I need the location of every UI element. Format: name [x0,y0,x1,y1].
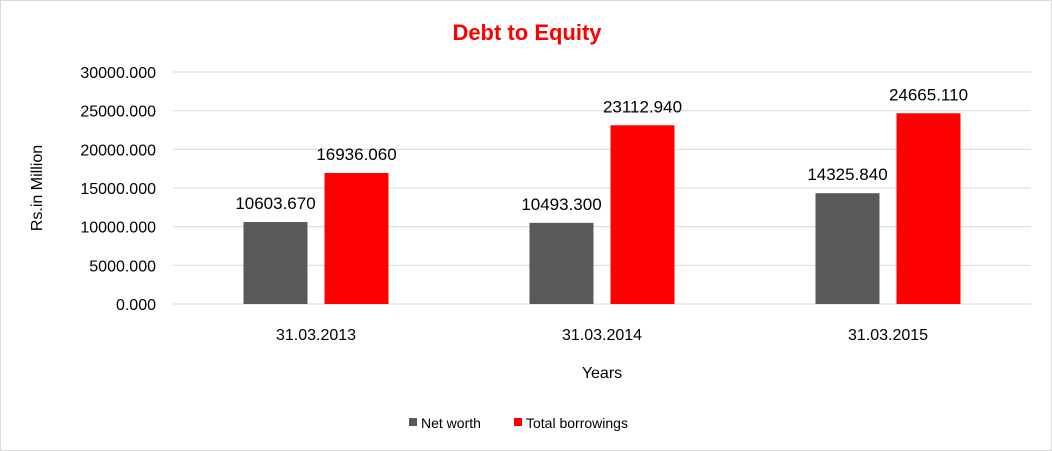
x-tick-label: 31.03.2014 [562,327,642,344]
y-tick-label: 20000.000 [80,142,156,159]
bar-net-worth [529,222,594,304]
y-tick-label: 25000.000 [80,104,156,121]
legend-label: Net worth [421,415,481,431]
legend-swatch [514,418,522,426]
x-axis-title: Years [582,365,622,382]
data-label: 23112.940 [603,97,682,116]
bar-net-worth [815,193,880,304]
y-tick-label: 30000.000 [80,65,156,82]
gridlines [173,71,1031,305]
bars: 10603.670 16936.060 10493.300 23112.940 1432… [235,85,968,304]
data-label: 14325.840 [807,165,887,184]
data-label: 10603.670 [235,194,315,213]
y-tick-label: 0.000 [116,297,156,314]
bar-net-worth [243,221,308,304]
y-tick-label: 15000.000 [80,181,156,198]
legend: Net worth Total borrowings [409,415,628,431]
bar-total-borrowings [896,113,961,304]
chart-title: Debt to Equity [452,20,602,45]
y-tick-label: 5000.000 [89,258,156,275]
y-axis-ticks: 0.000 5000.000 10000.000 15000.000 20000.000… [80,65,156,314]
bar-total-borrowings [610,125,675,304]
y-tick-label: 10000.000 [80,220,156,237]
y-axis-title: Rs.in Million [29,145,46,231]
x-tick-label: 31.03.2013 [276,327,356,344]
x-tick-label: 31.03.2015 [848,327,928,344]
legend-label: Total borrowings [526,415,628,431]
data-label: 16936.060 [316,145,396,164]
data-label: 10493.300 [521,195,601,214]
x-axis-ticks: 31.03.2013 31.03.2014 31.03.2015 [276,327,928,344]
legend-swatch [409,418,417,426]
bar-total-borrowings [324,173,389,304]
data-label: 24665.110 [889,85,968,104]
